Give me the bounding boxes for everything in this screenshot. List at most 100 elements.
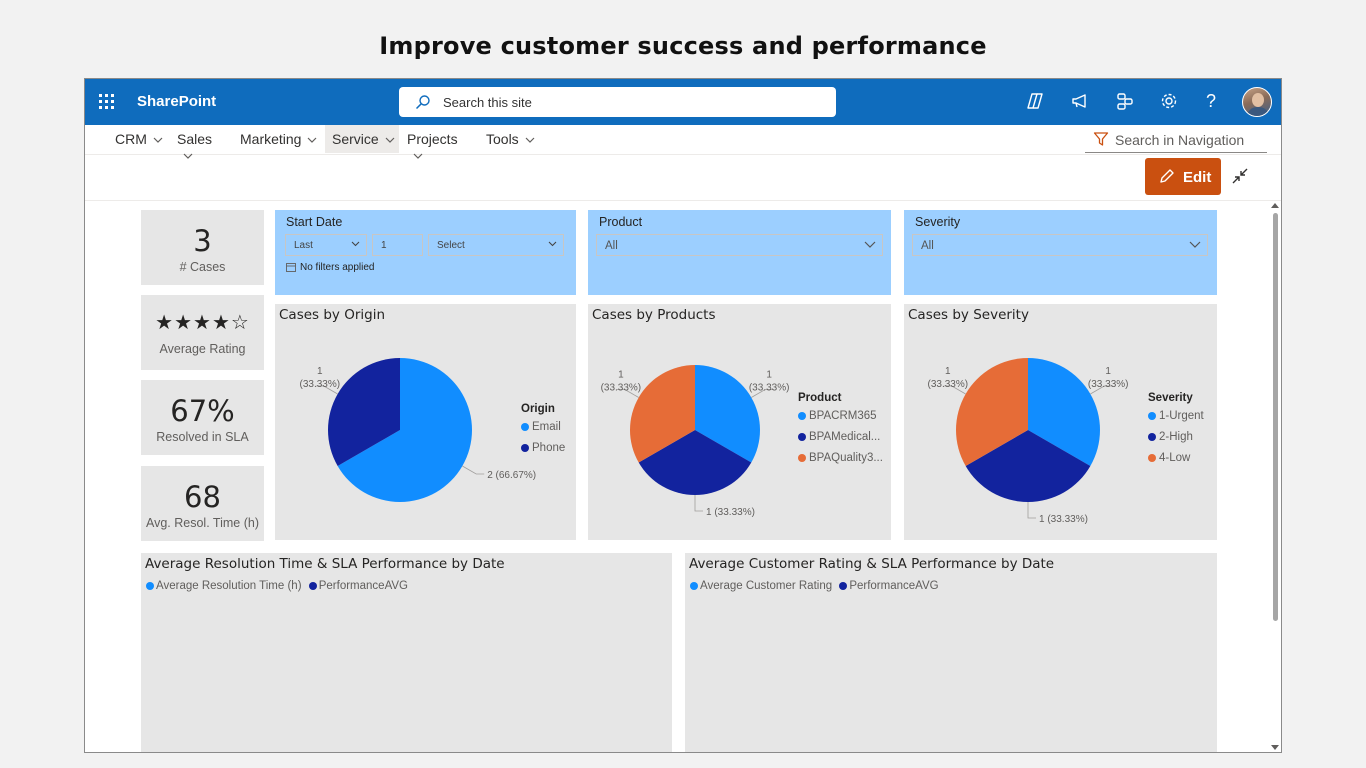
legend-item[interactable]: PerformanceAVG [318, 580, 408, 592]
data-label: 1 (33.33%) [706, 507, 755, 518]
data-label-percent: (33.33%) [928, 379, 969, 390]
scroll-down-arrow[interactable] [1271, 745, 1279, 750]
date-mode-dropdown[interactable]: Last [285, 234, 367, 256]
kpi-caption: Resolved in SLA [156, 430, 249, 444]
date-unit-dropdown[interactable]: Select [428, 234, 564, 256]
brand-name[interactable]: SharePoint [137, 93, 217, 110]
pie-slice-1-urgent[interactable] [1028, 358, 1100, 466]
kpi-caption: Avg. Resol. Time (h) [145, 516, 259, 530]
leader-line [1027, 502, 1036, 519]
legend-item[interactable]: 4-Low [1148, 452, 1190, 464]
legend-item[interactable]: 1-Urgent [1148, 410, 1204, 422]
pie-slice-bpamedical-[interactable] [638, 430, 752, 495]
combo-chart [685, 553, 1217, 753]
chevron-down-icon [183, 153, 193, 160]
data-label-count: 1 [317, 366, 323, 377]
slicer-title: Severity [915, 215, 961, 229]
report-scrollbar[interactable] [1269, 201, 1281, 752]
legend-title: Origin [521, 403, 555, 415]
legend-item[interactable]: Phone [521, 442, 565, 454]
pie-slice-bpaquality3-[interactable] [630, 365, 695, 463]
gear-icon[interactable] [1159, 91, 1181, 113]
chart-customer-rating-by-date: Average Customer Rating & SLA Performanc… [685, 553, 1217, 753]
legend-title: Product [798, 392, 842, 404]
pencil-icon [1160, 169, 1174, 183]
command-bar: Edit [85, 155, 1281, 201]
chevron-down-icon [413, 153, 423, 160]
search-placeholder: Search this site [443, 95, 532, 110]
chart-title: Cases by Severity [908, 307, 1029, 323]
nav-item-projects[interactable]: Projects [407, 125, 473, 160]
kpi-caption: # Cases [179, 260, 226, 274]
user-avatar[interactable] [1242, 87, 1272, 117]
chevron-down-icon [525, 137, 535, 144]
edit-button[interactable]: Edit [1145, 158, 1221, 195]
leader-line [694, 495, 703, 512]
severity-dropdown[interactable]: All [912, 234, 1208, 256]
collapse-icon[interactable] [1231, 167, 1249, 185]
pie-slice-email[interactable] [337, 358, 472, 502]
nav-item-sales[interactable]: Sales [177, 125, 227, 160]
data-label-percent: (33.33%) [749, 383, 790, 394]
app-connect-icon[interactable] [1115, 91, 1137, 113]
nav-item-marketing[interactable]: Marketing [240, 125, 320, 153]
data-label-count: 1 [618, 370, 624, 381]
edit-button-label: Edit [1183, 169, 1212, 186]
search-icon [415, 95, 430, 110]
app-launcher-icon[interactable] [99, 94, 115, 110]
kpi-value: 68 [184, 480, 221, 514]
navigation-search-placeholder: Search in Navigation [1115, 132, 1245, 148]
legend-item[interactable]: Average Customer Rating [700, 580, 833, 592]
slicer-severity: Severity All [904, 210, 1217, 295]
pie-slice-2-high[interactable] [965, 430, 1091, 502]
scroll-up-arrow[interactable] [1271, 203, 1279, 208]
pie-slice-phone[interactable] [328, 358, 400, 466]
legend-item[interactable]: 2-High [1148, 431, 1193, 443]
leader-line [315, 385, 338, 395]
legend-item[interactable]: PerformanceAVG [849, 580, 939, 592]
legend-item[interactable]: BPAQuality3... [798, 452, 883, 464]
hub-navigation: CRM Sales Marketing Service Projects Too… [85, 125, 1281, 160]
chart-title: Cases by Products [592, 307, 716, 323]
chevron-down-icon [153, 137, 163, 144]
leader-line [462, 465, 485, 475]
data-label-count: 1 [1105, 366, 1111, 377]
nav-item-tools[interactable]: Tools [486, 125, 538, 153]
scrollbar-thumb[interactable] [1273, 213, 1278, 621]
powerbi-report: 3 # Cases ★★★★☆ Average Rating 67% Resol… [85, 201, 1281, 753]
legend-item[interactable]: Average Resolution Time (h) [156, 580, 302, 592]
data-label: 1 (33.33%) [1039, 514, 1088, 525]
data-label-count: 1 [766, 370, 772, 381]
nav-item-crm[interactable]: CRM [115, 125, 163, 153]
pie-slice-bpacrm365[interactable] [695, 365, 760, 463]
product-dropdown[interactable]: All [596, 234, 883, 256]
chart-cases-by-origin: Cases by Origin 2 (66.67%) 1 (33.33%) Orig… [275, 304, 576, 540]
chevron-down-icon [1189, 241, 1201, 248]
chevron-down-icon [385, 137, 395, 144]
suite-bar: SharePoint Search this site ? [85, 79, 1281, 125]
date-count-input[interactable]: 1 [372, 234, 423, 256]
chart-legend: Average Resolution Time (h) PerformanceA… [146, 580, 408, 592]
legend-item[interactable]: BPACRM365 [798, 410, 877, 422]
chevron-down-icon [548, 241, 557, 247]
legend-title: Severity [1148, 392, 1193, 404]
chart-cases-by-products: Cases by Products 1 (33.33%) 1 (33.33%) 1 (3… [588, 304, 891, 540]
chevron-down-icon [308, 137, 317, 144]
pie-slice-4-low[interactable] [956, 358, 1028, 466]
chevron-down-icon [351, 241, 360, 247]
navigation-search-input[interactable]: Search in Navigation [1085, 128, 1267, 153]
nav-item-service[interactable]: Service [325, 125, 399, 153]
site-search-input[interactable]: Search this site [399, 87, 836, 117]
legend-item[interactable]: Email [521, 421, 561, 433]
chart-title: Cases by Origin [279, 307, 386, 323]
chart-legend: Average Customer Rating PerformanceAVG [690, 580, 939, 592]
page-headline: Improve customer success and performance [379, 32, 987, 60]
slicer-title: Product [599, 215, 643, 229]
copilot-icon[interactable] [1025, 91, 1047, 113]
help-icon[interactable]: ? [1206, 91, 1217, 111]
slicer-title: Start Date [286, 215, 343, 229]
leader-line [616, 389, 639, 398]
megaphone-icon[interactable] [1070, 91, 1092, 113]
data-label-percent: (33.33%) [1088, 379, 1129, 390]
legend-item[interactable]: BPAMedical... [798, 431, 880, 443]
